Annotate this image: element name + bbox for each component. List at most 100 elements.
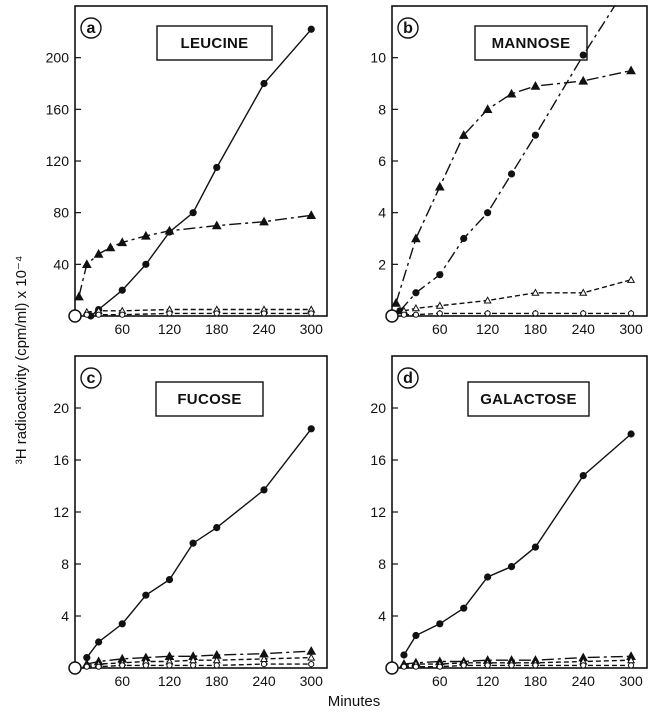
x-tick-label: 300	[300, 673, 324, 689]
data-point	[458, 130, 469, 139]
x-tick-label: 300	[300, 321, 324, 337]
data-point	[307, 653, 316, 661]
panel-b: b MANNOSE 60 120 180 240 300 2 4 6 8 10	[370, 5, 648, 337]
y-tick-label: 4	[378, 608, 386, 624]
x-tick-label: 120	[158, 673, 182, 689]
y-tick-label: 20	[53, 400, 69, 416]
data-point	[484, 662, 491, 669]
data-point	[579, 472, 587, 480]
data-point	[189, 539, 197, 547]
data-point	[211, 220, 222, 230]
data-point	[460, 604, 468, 612]
data-point	[83, 311, 90, 318]
data-point	[436, 663, 443, 670]
data-point	[95, 663, 102, 670]
data-point	[119, 311, 126, 318]
y-axis-title: ³H radioactivity (cpm/ml) x 10⁻⁴	[13, 256, 30, 465]
x-axis-title: Minutes	[328, 693, 381, 710]
data-point	[260, 661, 268, 668]
data-point	[141, 230, 151, 240]
panel-a: a LEUCINE 60 120 180 240 300 40 80 120 160 200	[46, 5, 328, 337]
y-tick-label: 8	[378, 556, 386, 572]
data-point	[482, 104, 493, 114]
data-point	[83, 654, 91, 662]
y-tick-label: 4	[378, 205, 386, 221]
panel-title-box	[156, 25, 273, 61]
panel-title-box	[467, 381, 590, 417]
data-point	[460, 662, 467, 669]
data-point	[436, 620, 444, 628]
data-point	[119, 662, 126, 669]
y-tick-label: 10	[370, 50, 386, 66]
panel-title-box	[155, 381, 264, 417]
panel-letter-circle	[397, 17, 419, 39]
data-point	[578, 75, 589, 85]
series-line	[90, 28, 312, 316]
data-point	[142, 260, 150, 268]
series-line	[86, 650, 312, 665]
data-point	[580, 662, 587, 669]
data-point	[306, 210, 317, 219]
data-point	[164, 225, 175, 235]
data-point	[579, 288, 588, 296]
data-point	[531, 543, 540, 551]
data-point	[307, 425, 315, 433]
data-point	[93, 248, 104, 258]
y-tick-label: 16	[53, 452, 69, 468]
data-point	[627, 310, 635, 317]
panel-c: c FUCOSE 60 120 180 240 300 4 8 12 16 20	[53, 355, 328, 689]
data-point	[412, 631, 420, 640]
data-point	[412, 311, 420, 318]
data-point	[400, 663, 408, 670]
data-point	[532, 310, 539, 317]
x-tick-label: 300	[619, 321, 643, 337]
panel-letter: c	[87, 370, 96, 387]
panel-letter: d	[403, 370, 413, 387]
y-tick-label: 40	[53, 256, 69, 272]
panel-letter: a	[87, 20, 96, 37]
data-point	[412, 289, 420, 297]
data-point	[411, 233, 421, 243]
y-tick-label: 12	[370, 504, 386, 520]
y-tick-label: 80	[53, 205, 69, 221]
x-tick-label: 240	[572, 321, 596, 337]
y-tick-label: 8	[61, 556, 69, 572]
y-tick-label: 20	[370, 400, 386, 416]
y-tick-label: 160	[46, 101, 70, 117]
data-point	[308, 310, 315, 317]
data-point	[435, 301, 444, 309]
x-tick-label: 60	[114, 673, 130, 689]
panel-title: MANNOSE	[492, 35, 571, 52]
data-point	[627, 662, 635, 669]
y-tick-label: 6	[378, 153, 386, 169]
data-point	[484, 573, 492, 581]
data-point	[507, 563, 516, 571]
origin-marker	[68, 309, 82, 323]
data-point	[260, 79, 268, 88]
data-point	[117, 237, 128, 247]
data-point	[142, 591, 150, 599]
data-point	[436, 310, 443, 317]
data-point	[166, 310, 173, 317]
x-tick-label: 180	[205, 673, 229, 689]
data-point	[580, 310, 587, 317]
data-point	[74, 291, 84, 301]
data-point	[436, 271, 444, 279]
data-point	[531, 288, 540, 296]
data-point	[460, 234, 468, 243]
data-point	[484, 310, 491, 317]
panel-letter-circle	[397, 367, 419, 389]
data-point	[213, 662, 220, 669]
data-point	[411, 304, 420, 312]
y-tick-label: 8	[378, 101, 386, 117]
data-point	[627, 430, 635, 438]
data-point	[391, 298, 401, 307]
data-point	[259, 216, 269, 226]
y-tick-label: 2	[378, 256, 386, 272]
x-tick-label: 120	[476, 321, 500, 337]
data-point	[95, 311, 102, 318]
panel-letter: b	[403, 20, 413, 37]
data-point	[579, 51, 587, 59]
data-point	[190, 662, 197, 669]
data-point	[308, 661, 315, 668]
